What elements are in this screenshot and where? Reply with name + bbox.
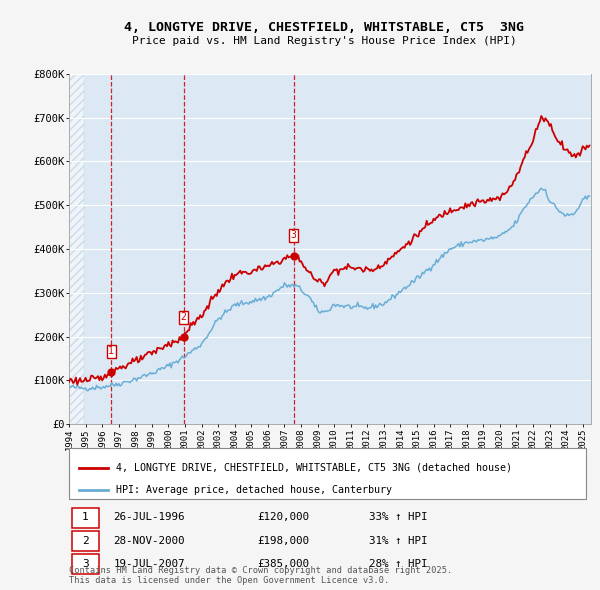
Text: 19-JUL-2007: 19-JUL-2007: [113, 559, 185, 569]
Text: 2: 2: [82, 536, 89, 546]
Text: 28-NOV-2000: 28-NOV-2000: [113, 536, 185, 546]
Text: Price paid vs. HM Land Registry's House Price Index (HPI): Price paid vs. HM Land Registry's House …: [131, 36, 517, 46]
Text: 28% ↑ HPI: 28% ↑ HPI: [369, 559, 428, 569]
Text: HPI: Average price, detached house, Canterbury: HPI: Average price, detached house, Cant…: [116, 485, 392, 495]
Text: £385,000: £385,000: [257, 559, 309, 569]
FancyBboxPatch shape: [71, 555, 99, 574]
Text: 33% ↑ HPI: 33% ↑ HPI: [369, 512, 428, 522]
Text: 31% ↑ HPI: 31% ↑ HPI: [369, 536, 428, 546]
Text: 2: 2: [181, 312, 187, 322]
Text: £198,000: £198,000: [257, 536, 309, 546]
FancyBboxPatch shape: [69, 448, 586, 499]
Text: 1: 1: [82, 512, 89, 522]
Text: 3: 3: [290, 230, 296, 240]
FancyBboxPatch shape: [71, 531, 99, 551]
Text: 4, LONGTYE DRIVE, CHESTFIELD, WHITSTABLE, CT5  3NG: 4, LONGTYE DRIVE, CHESTFIELD, WHITSTABLE…: [124, 21, 524, 34]
Text: 3: 3: [82, 559, 89, 569]
Text: 1: 1: [109, 346, 114, 356]
Text: 26-JUL-1996: 26-JUL-1996: [113, 512, 185, 522]
Text: £120,000: £120,000: [257, 512, 309, 522]
Bar: [69, 74, 84, 424]
Text: 4, LONGTYE DRIVE, CHESTFIELD, WHITSTABLE, CT5 3NG (detached house): 4, LONGTYE DRIVE, CHESTFIELD, WHITSTABLE…: [116, 463, 512, 473]
Text: Contains HM Land Registry data © Crown copyright and database right 2025.
This d: Contains HM Land Registry data © Crown c…: [69, 566, 452, 585]
FancyBboxPatch shape: [71, 507, 99, 527]
